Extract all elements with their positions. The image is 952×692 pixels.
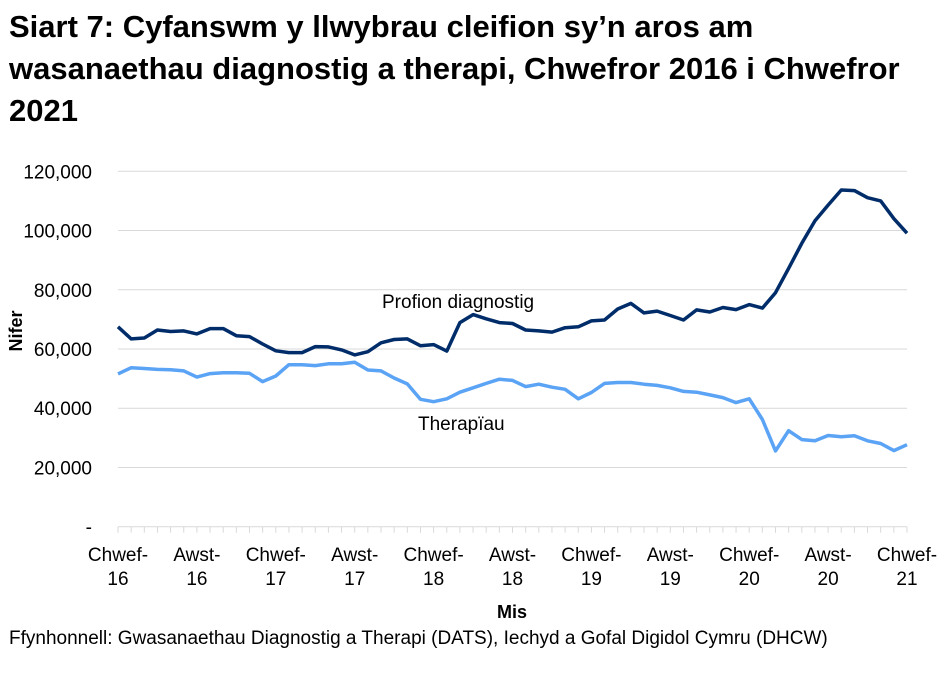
series-line-therapy: [117, 360, 908, 453]
series-label-therapy: Therapïau: [418, 414, 505, 435]
y-tick-label: 40,000: [34, 399, 92, 420]
y-tick-label: 80,000: [34, 281, 92, 302]
x-tick-label: Chwef-17: [246, 545, 306, 590]
x-tick-label: Awst-17: [331, 545, 378, 590]
x-tick-label: Chwef-20: [719, 545, 779, 590]
y-tick-labels: - 20,000 40,000 60,000 80,000 100,000 120,000: [23, 162, 92, 538]
x-tick-label: Chwef-16: [88, 545, 148, 590]
x-tick-label: Awst-18: [489, 545, 536, 590]
y-tick-label: 20,000: [34, 458, 92, 479]
series-lines: [116, 188, 909, 453]
gridlines: [118, 170, 907, 468]
x-tick-label: Chwef-18: [404, 545, 464, 590]
series-line-diagnostic: [116, 188, 909, 357]
x-tick-label: Awst-16: [173, 545, 220, 590]
y-tick-label: -: [86, 518, 92, 539]
series-label-diagnostic: Profion diagnostig: [382, 292, 534, 313]
x-axis-title: Mis: [497, 602, 527, 622]
y-tick-label: 100,000: [23, 222, 92, 243]
x-tick-label: Awst-19: [647, 545, 694, 590]
chart-title: Siart 7: Cyfanswm y llwybrau cleifion sy…: [9, 9, 900, 128]
y-axis-title: Nifer: [6, 310, 26, 351]
x-tick-label: Awst-20: [805, 545, 852, 590]
y-tick-label: 60,000: [34, 340, 92, 361]
x-tick-label: Chwef-21: [877, 545, 937, 590]
x-axis: Chwef-16 Awst-16 Chwef-17 Awst-17 Chwef-18 Aw…: [88, 526, 937, 590]
source-note: Ffynhonnell: Gwasanaethau Diagnostig a T…: [9, 628, 828, 649]
y-tick-label: 120,000: [23, 162, 92, 183]
x-tick-label: Chwef-19: [561, 545, 621, 590]
